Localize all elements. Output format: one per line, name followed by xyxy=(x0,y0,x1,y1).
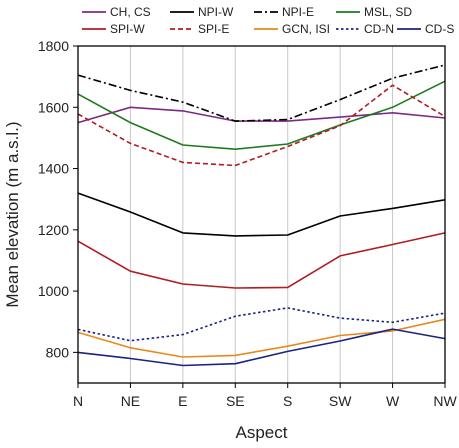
series-line-msl-sd xyxy=(77,80,446,150)
legend-label: GCN, ISI xyxy=(282,22,330,36)
y-axis-title: Mean elevation (m a.s.l.) xyxy=(3,121,22,307)
series-line-spi-e xyxy=(77,84,446,167)
x-tick-label-sw: SW xyxy=(329,393,352,409)
legend-label: NPI-W xyxy=(198,5,234,19)
y-tick-label-1200: 1200 xyxy=(38,222,69,238)
x-tick-label-e: E xyxy=(178,393,187,409)
legend-label: MSL, SD xyxy=(364,5,412,19)
series-line-npi-w xyxy=(77,192,446,237)
x-tick-label-se: SE xyxy=(226,393,245,409)
x-tick-label-n: N xyxy=(73,393,83,409)
x-axis-ticks: N NE E SE S SW W NW xyxy=(73,383,457,409)
y-tick-label-800: 800 xyxy=(46,344,70,360)
y-tick-label-1600: 1600 xyxy=(38,99,69,115)
series-line-spi-w xyxy=(77,232,446,289)
series-line-ch-cs xyxy=(77,106,446,124)
legend-label: CD-N xyxy=(364,22,394,36)
legend-label: CH, CS xyxy=(110,5,151,19)
x-tick-label-s: S xyxy=(283,393,292,409)
y-tick-label-1400: 1400 xyxy=(38,161,69,177)
x-tick-label-w: W xyxy=(386,393,400,409)
series-line-cd-s xyxy=(77,328,446,367)
x-tick-label-nw: NW xyxy=(433,393,457,409)
series-lines xyxy=(77,64,446,367)
y-tick-label-1800: 1800 xyxy=(38,38,69,54)
legend: CH, CS NPI-W NPI-E MSL, SD SPI-W SPI-E GCN, IS… xyxy=(82,5,454,36)
y-tick-label-1000: 1000 xyxy=(38,283,69,299)
legend-label: SPI-E xyxy=(198,22,229,36)
series-line-gcn-isi xyxy=(77,318,446,358)
legend-label: CD-S xyxy=(425,22,454,36)
x-axis-title: Aspect xyxy=(236,423,288,442)
legend-label: SPI-W xyxy=(110,22,145,36)
series-line-cd-n xyxy=(77,307,446,342)
y-axis-ticks: 800 1000 1200 1400 1600 1800 xyxy=(38,38,78,360)
plot-frame xyxy=(77,45,446,384)
x-tick-label-ne: NE xyxy=(121,393,140,409)
legend-label: NPI-E xyxy=(282,5,314,19)
